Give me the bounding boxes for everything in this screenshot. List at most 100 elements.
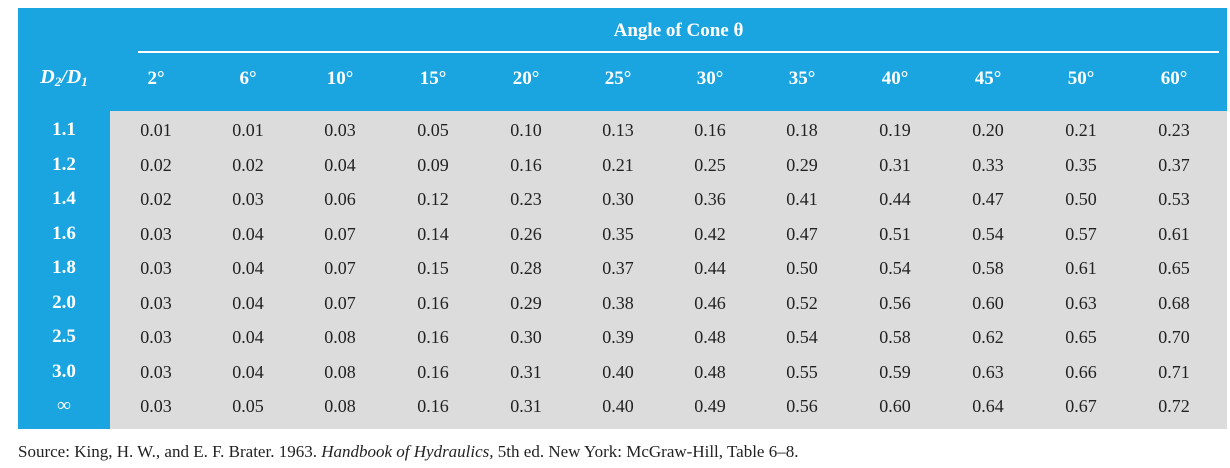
table-cell: 0.62 [972, 327, 1004, 347]
table-cell: 0.40 [602, 396, 634, 416]
row-label: 2.5 [52, 326, 76, 347]
column-header: 45° [974, 68, 1002, 89]
table-cell: 0.48 [694, 327, 726, 347]
table-cell: 0.58 [879, 327, 911, 347]
row-label: 1.6 [52, 222, 76, 244]
table-cell: 0.26 [510, 223, 542, 244]
table-cell: 0.07 [324, 258, 356, 278]
table-cell: 0.14 [417, 223, 449, 244]
table-cell: 0.56 [786, 396, 818, 416]
row-label: 1.2 [52, 153, 76, 175]
table-cell: 0.61 [1065, 258, 1097, 278]
column-header: 15° [419, 68, 447, 89]
table-cell: 0.35 [602, 223, 634, 244]
table-cell: 0.72 [1158, 396, 1190, 416]
table-cell: 0.04 [324, 154, 356, 175]
column-header: 50° [1067, 68, 1095, 89]
table-cell: 0.67 [1065, 396, 1097, 416]
table-cell: 0.31 [879, 154, 911, 175]
table-cell: 0.30 [602, 189, 634, 209]
table-header: Angle of Cone θ D2/D1 2° 6° 10° 15° 20° 25° 30… [18, 8, 1227, 111]
table-cell: 0.64 [972, 396, 1004, 416]
table-cell: 0.09 [417, 154, 449, 175]
table-cell: 0.31 [510, 361, 542, 382]
table-cell: 0.30 [510, 327, 542, 347]
table-cell: 0.53 [1158, 189, 1190, 209]
table-cell: 0.25 [694, 154, 726, 175]
table-cell: 0.16 [510, 154, 542, 175]
column-header: 10° [326, 68, 354, 89]
column-header: 35° [788, 68, 816, 89]
table-cell: 0.23 [510, 189, 542, 209]
table-cell: 0.65 [1158, 258, 1190, 278]
table-cell: 0.65 [1065, 327, 1097, 347]
table-cell: 0.21 [1065, 120, 1097, 140]
row-header: D2/D1 [40, 66, 88, 89]
table-cell: 0.03 [140, 361, 172, 382]
table-cell: 0.56 [879, 292, 911, 313]
table-cell: 0.08 [324, 396, 356, 416]
row-label: 1.4 [52, 188, 76, 209]
table-cell: 0.44 [879, 189, 911, 209]
column-header: 6° [239, 68, 257, 89]
row-label: 1.8 [52, 257, 76, 278]
table-cell: 0.15 [417, 258, 449, 278]
table-cell: 0.21 [602, 154, 634, 175]
row-label: ∞ [57, 395, 71, 416]
group-header: Angle of Cone θ [613, 20, 744, 41]
table-cell: 0.57 [1065, 223, 1097, 244]
table-cell: 0.16 [417, 292, 449, 313]
table-cell: 0.04 [232, 258, 264, 278]
table-cell: 0.66 [1065, 361, 1097, 382]
table-cell: 0.04 [232, 223, 264, 244]
row-label: 1.1 [52, 119, 76, 140]
loss-coefficient-table: Angle of Cone θ D2/D1 2° 6° 10° 15° 20° 25° 30… [18, 8, 1227, 429]
table-cell: 0.40 [602, 361, 634, 382]
table-cell: 0.12 [417, 189, 449, 209]
table-cell: 0.20 [972, 120, 1004, 140]
table-cell: 0.04 [232, 292, 264, 313]
header-rule [138, 51, 1219, 53]
table-cell: 0.50 [786, 258, 818, 278]
table-cell: 0.16 [417, 396, 449, 416]
column-header: 60° [1160, 68, 1188, 89]
table-cell: 0.02 [140, 154, 172, 175]
column-header: 30° [696, 68, 724, 89]
table-cell: 0.60 [879, 396, 911, 416]
table-cell: 0.16 [417, 361, 449, 382]
table-cell: 0.01 [232, 120, 264, 140]
table-cell: 0.03 [140, 258, 172, 278]
table-cell: 0.28 [510, 258, 542, 278]
table-cell: 0.33 [972, 154, 1004, 175]
table-cell: 0.48 [694, 361, 726, 382]
table-cell: 0.18 [786, 120, 818, 140]
table-cell: 0.61 [1158, 223, 1190, 244]
table-cell: 0.38 [602, 292, 634, 313]
table-cell: 0.16 [694, 120, 726, 140]
table-cell: 0.29 [786, 154, 818, 175]
table-cell: 0.59 [879, 361, 911, 382]
table-cell: 0.39 [602, 327, 634, 347]
table-cell: 0.04 [232, 327, 264, 347]
table-cell: 0.55 [786, 361, 818, 382]
table-cell: 0.03 [140, 396, 172, 416]
table-cell: 0.04 [232, 361, 264, 382]
table-cell: 0.03 [324, 120, 356, 140]
table-cell: 0.37 [1158, 154, 1190, 175]
table-cell: 0.68 [1158, 292, 1190, 313]
table-cell: 0.36 [694, 189, 726, 209]
row-label-column: 1.1 1.2 1.4 1.6 1.8 2.0 2.5 3.0 ∞ [18, 111, 110, 429]
table-cell: 0.02 [232, 154, 264, 175]
table-cell: 0.08 [324, 361, 356, 382]
table-cell: 0.03 [140, 292, 172, 313]
source-note: Source: King, H. W., and E. F. Brater. 1… [18, 442, 799, 461]
column-header: 20° [512, 68, 540, 89]
row-label: 3.0 [52, 360, 76, 382]
table-cell: 0.42 [694, 223, 726, 244]
table-cell: 0.71 [1158, 361, 1190, 382]
table-cell: 0.10 [510, 120, 542, 140]
table-cell: 0.49 [694, 396, 726, 416]
table-cell: 0.63 [1065, 292, 1097, 313]
table-cell: 0.23 [1158, 120, 1190, 140]
table-cell: 0.07 [324, 223, 356, 244]
